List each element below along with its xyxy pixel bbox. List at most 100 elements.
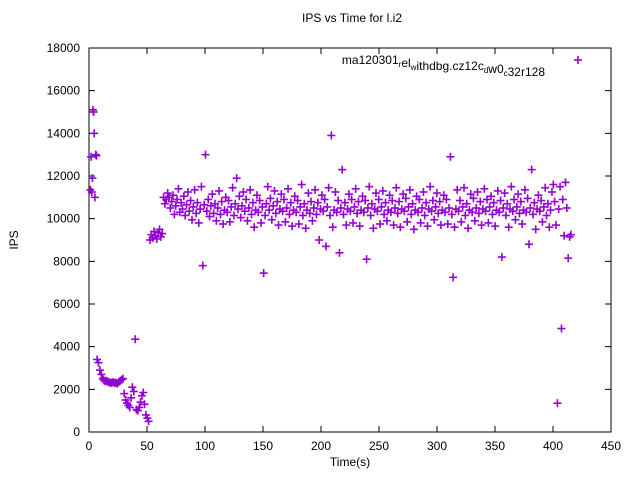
- data-point: [389, 221, 398, 230]
- data-point: [464, 224, 473, 233]
- data-point: [461, 211, 470, 220]
- data-point: [547, 188, 556, 196]
- data-point: [530, 198, 539, 207]
- data-point: [209, 209, 218, 218]
- data-point: [562, 204, 571, 212]
- data-point: [395, 197, 404, 206]
- y-tick-label: 14000: [47, 126, 81, 140]
- data-point: [504, 223, 513, 232]
- data-point: [205, 212, 214, 221]
- data-point: [326, 211, 335, 220]
- data-point: [558, 195, 567, 204]
- x-tick-label: 450: [601, 439, 621, 453]
- data-point: [354, 197, 363, 206]
- data-point: [248, 198, 257, 207]
- data-point: [94, 358, 103, 367]
- data-point: [167, 197, 176, 206]
- data-point: [520, 185, 529, 194]
- data-point: [177, 198, 186, 207]
- data-point: [298, 211, 307, 220]
- data-point: [266, 194, 275, 203]
- data-point: [246, 185, 255, 194]
- data-point: [423, 222, 432, 231]
- data-point: [545, 223, 554, 232]
- data-point: [309, 204, 318, 212]
- data-point: [496, 196, 505, 205]
- data-point: [413, 208, 422, 217]
- x-tick-label: 0: [86, 439, 93, 453]
- data-point: [404, 202, 413, 211]
- data-point: [393, 209, 402, 218]
- data-point: [516, 197, 525, 206]
- data-point: [327, 131, 336, 140]
- data-point: [144, 417, 153, 426]
- data-point: [561, 178, 570, 187]
- data-point: [408, 199, 417, 208]
- data-point: [380, 210, 389, 219]
- data-point: [324, 183, 333, 192]
- data-point: [178, 205, 187, 214]
- data-point: [163, 189, 172, 198]
- data-point: [129, 387, 138, 396]
- data-point: [499, 204, 508, 212]
- data-point: [155, 225, 164, 234]
- data-point: [258, 202, 267, 211]
- data-point: [323, 202, 332, 211]
- data-point: [171, 201, 180, 210]
- data-point: [350, 202, 359, 211]
- data-point: [125, 403, 134, 412]
- data-point: [428, 196, 437, 205]
- data-point: [197, 182, 206, 191]
- data-point: [332, 208, 341, 217]
- data-point: [367, 199, 376, 208]
- data-point: [285, 210, 294, 219]
- data-point: [474, 209, 483, 218]
- data-point: [317, 191, 326, 200]
- data-point: [373, 207, 382, 216]
- y-tick-label: 10000: [47, 212, 81, 226]
- data-point: [552, 221, 561, 230]
- data-point: [363, 204, 372, 212]
- data-point: [388, 196, 397, 205]
- data-point: [355, 222, 364, 231]
- data-point: [344, 190, 353, 199]
- data-point: [173, 195, 182, 204]
- data-point: [269, 201, 278, 210]
- data-point: [204, 195, 213, 204]
- data-point: [342, 221, 351, 230]
- data-point: [152, 234, 161, 243]
- data-point: [281, 217, 290, 226]
- data-point: [277, 190, 286, 199]
- data-point: [418, 204, 427, 212]
- data-point: [87, 188, 96, 196]
- data-point: [210, 199, 219, 208]
- data-point: [524, 240, 533, 249]
- data-point: [472, 204, 481, 212]
- data-point: [526, 204, 535, 212]
- data-point: [190, 185, 199, 194]
- data-point: [515, 209, 524, 218]
- y-tick-label: 4000: [53, 340, 80, 354]
- data-point: [196, 205, 205, 214]
- y-tick-label: 16000: [47, 84, 81, 98]
- data-point: [386, 208, 395, 217]
- data-point: [315, 236, 324, 244]
- data-point: [470, 216, 479, 225]
- data-point: [244, 204, 253, 212]
- data-point: [449, 273, 458, 282]
- data-point: [88, 174, 97, 183]
- data-point: [391, 204, 400, 212]
- data-point: [158, 229, 167, 238]
- data-point: [400, 207, 409, 216]
- data-point: [150, 227, 159, 236]
- data-point: [369, 224, 378, 233]
- data-point: [215, 186, 224, 195]
- data-point: [331, 188, 340, 196]
- data-point: [206, 201, 215, 210]
- x-tick-label: 250: [369, 439, 389, 453]
- data-point: [392, 183, 401, 192]
- data-point: [135, 403, 144, 412]
- y-axis-ticks: 0 2000 4000 6000 8000 10000 12000 14000 16000 180…: [47, 41, 611, 439]
- data-point: [422, 198, 431, 207]
